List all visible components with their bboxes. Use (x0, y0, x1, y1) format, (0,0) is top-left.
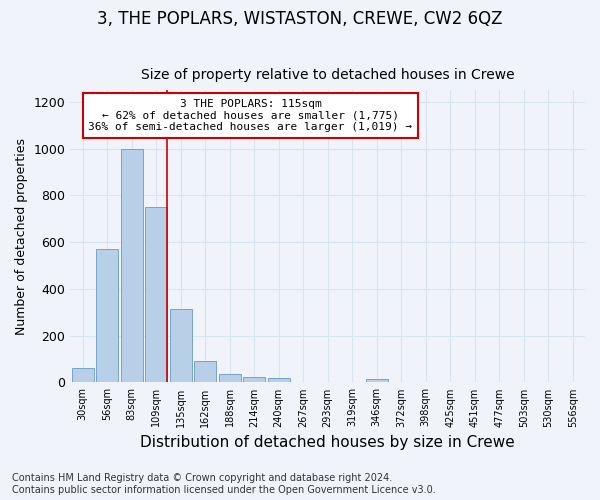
Bar (268, 378, 290, 382)
Bar (218, 374, 241, 382)
Bar (96, 249, 118, 382)
Text: Contains HM Land Registry data © Crown copyright and database right 2024.
Contai: Contains HM Land Registry data © Crown c… (12, 474, 436, 495)
Text: 3 THE POPLARS: 115sqm
← 62% of detached houses are smaller (1,775)
36% of semi-d: 3 THE POPLARS: 115sqm ← 62% of detached … (88, 99, 412, 132)
Bar (121, 148, 143, 382)
Y-axis label: Number of detached properties: Number of detached properties (15, 138, 28, 335)
Bar (365, 379, 388, 382)
Bar (170, 309, 191, 382)
X-axis label: Distribution of detached houses by size in Crewe: Distribution of detached houses by size … (140, 435, 515, 450)
Text: 3, THE POPLARS, WISTASTON, CREWE, CW2 6QZ: 3, THE POPLARS, WISTASTON, CREWE, CW2 6Q… (97, 10, 503, 28)
Bar (145, 207, 167, 382)
Bar (71, 368, 94, 382)
Bar (243, 376, 265, 382)
Bar (194, 362, 216, 382)
Title: Size of property relative to detached houses in Crewe: Size of property relative to detached ho… (141, 68, 514, 82)
